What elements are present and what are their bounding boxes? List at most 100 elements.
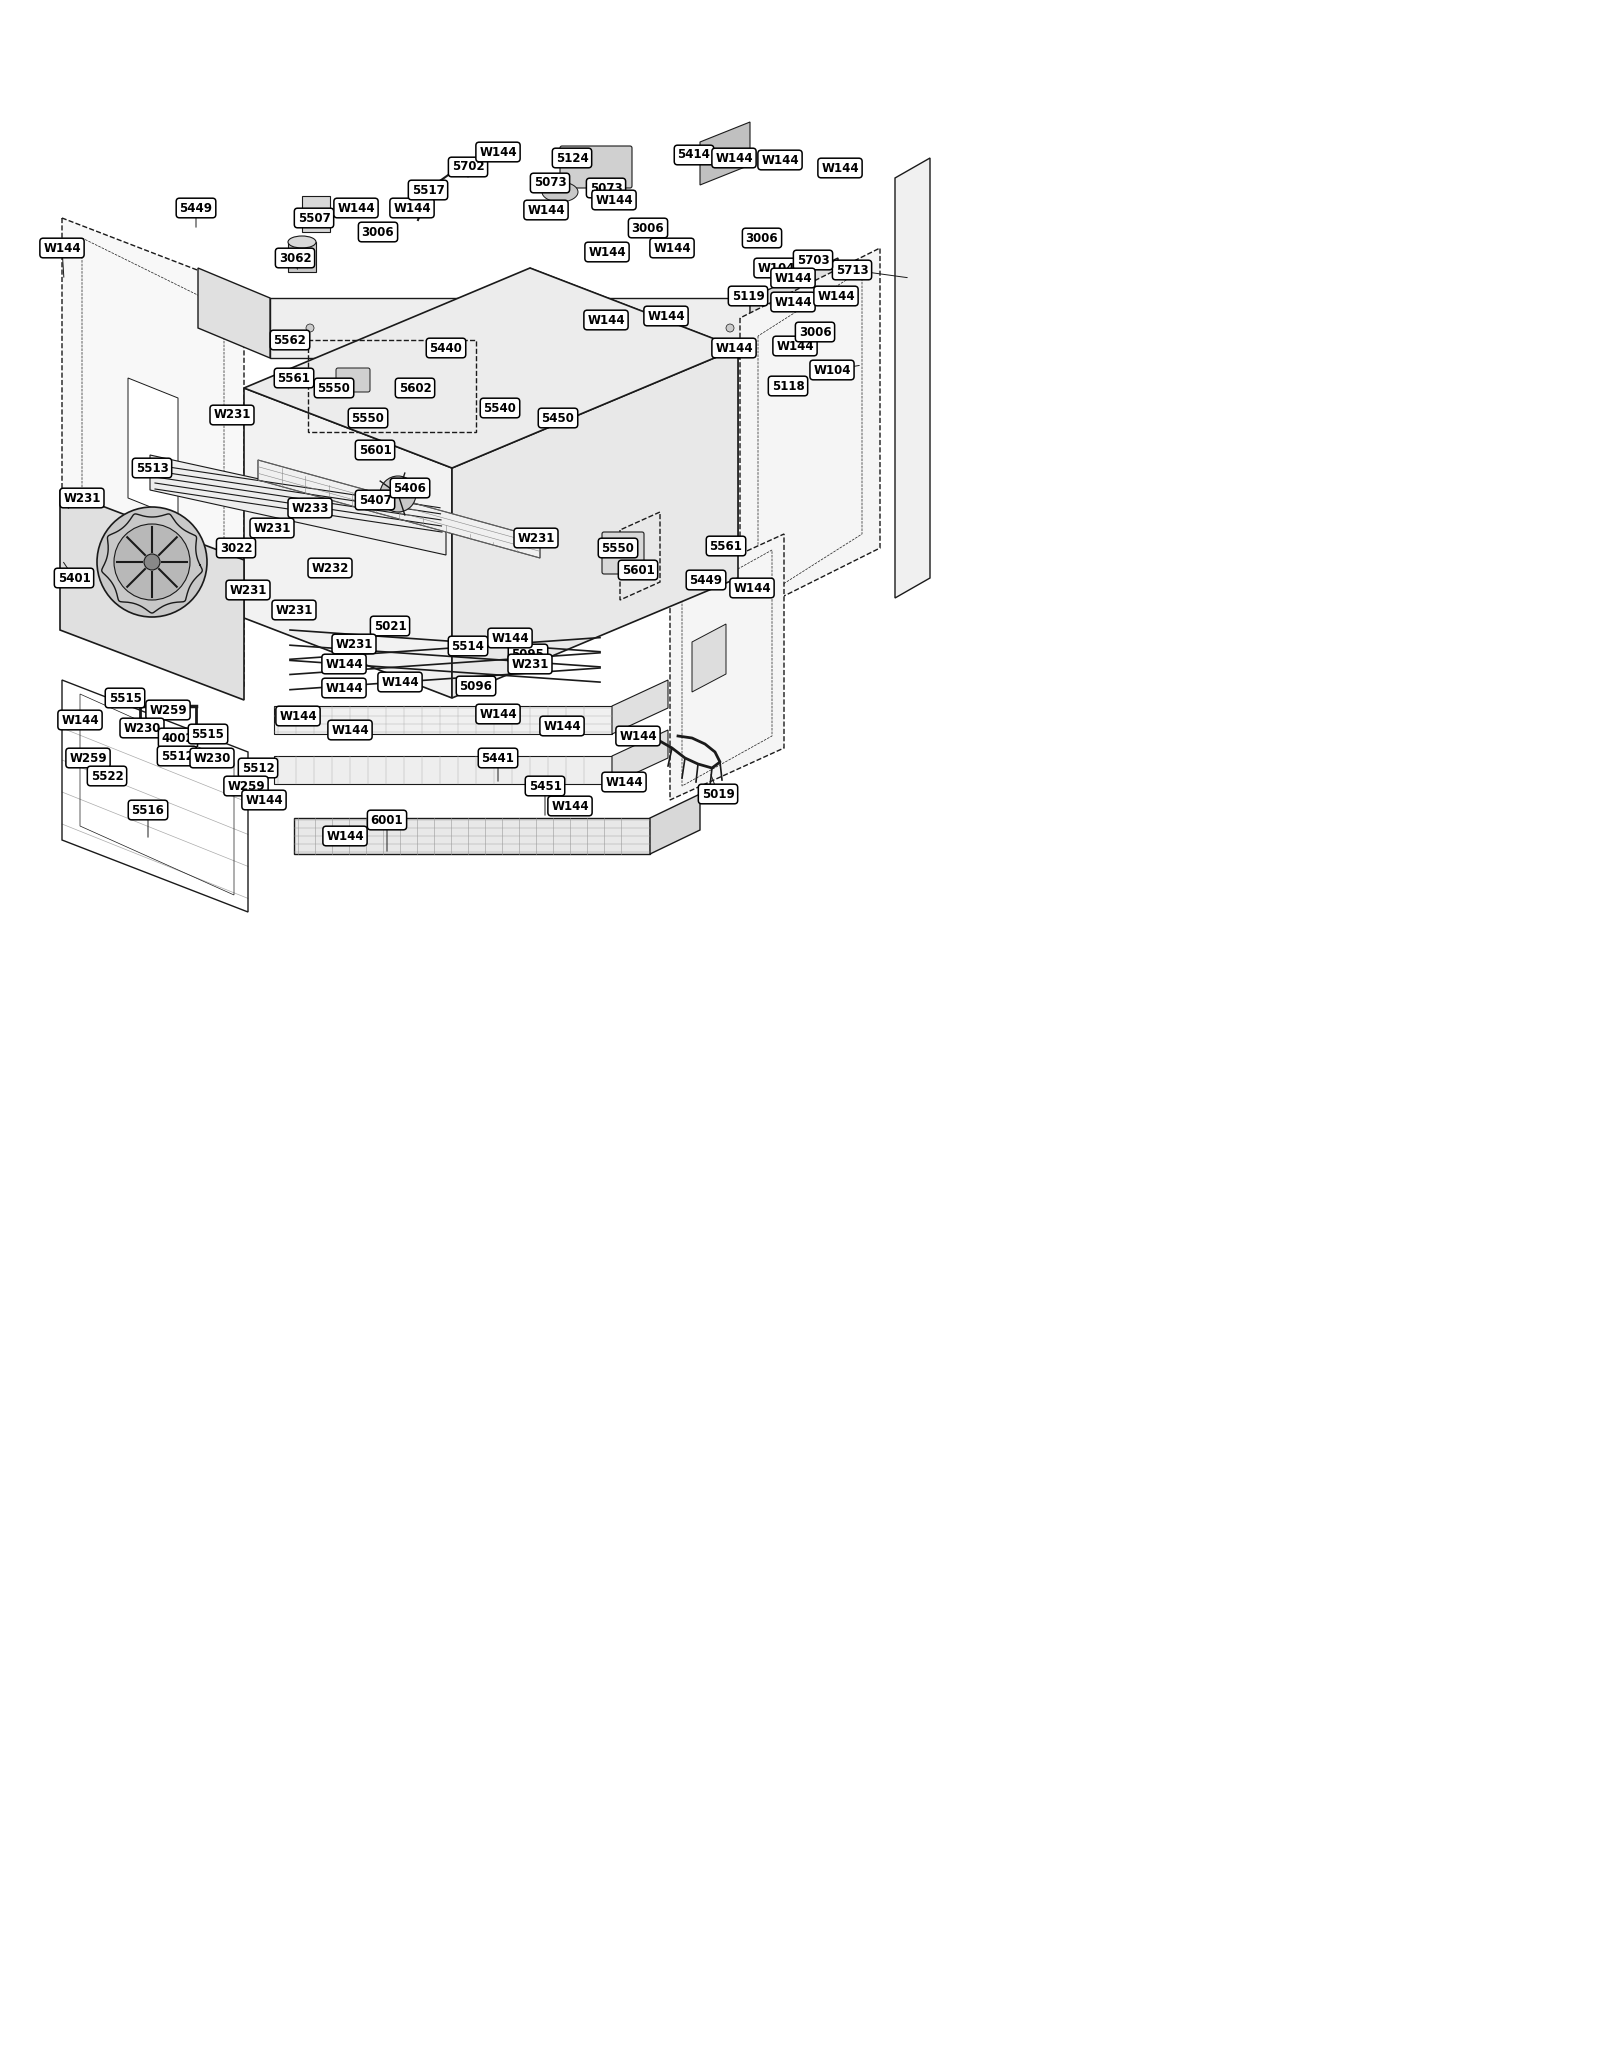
Text: W259: W259 (69, 751, 107, 764)
Text: 5550: 5550 (317, 381, 350, 395)
Text: W144: W144 (325, 658, 363, 671)
Text: W144: W144 (818, 290, 854, 302)
FancyBboxPatch shape (336, 368, 370, 391)
Ellipse shape (542, 182, 578, 203)
Polygon shape (61, 491, 243, 700)
Text: W144: W144 (715, 151, 754, 164)
Polygon shape (691, 623, 726, 691)
Text: 5602: 5602 (398, 381, 432, 395)
Text: 5124: 5124 (555, 151, 589, 164)
Polygon shape (270, 298, 750, 358)
Text: W144: W144 (774, 296, 811, 308)
Text: 3006: 3006 (632, 221, 664, 234)
Polygon shape (611, 731, 669, 785)
Text: 5449: 5449 (690, 573, 723, 586)
Text: 5449: 5449 (179, 201, 213, 215)
Text: 3006: 3006 (798, 325, 832, 339)
Text: W144: W144 (43, 242, 82, 255)
Text: 4002: 4002 (162, 731, 194, 745)
Text: 5507: 5507 (298, 211, 330, 224)
Text: 5702: 5702 (451, 161, 485, 174)
Text: 5550: 5550 (352, 412, 384, 424)
Text: W259: W259 (227, 780, 266, 793)
Polygon shape (453, 348, 738, 698)
Text: 5561: 5561 (277, 371, 310, 385)
Polygon shape (750, 259, 838, 358)
Text: 5073: 5073 (590, 182, 622, 195)
Circle shape (98, 507, 206, 617)
Bar (302, 197, 330, 232)
Text: W144: W144 (619, 729, 658, 743)
Circle shape (576, 325, 584, 331)
Text: 5512: 5512 (242, 762, 274, 774)
Text: W144: W144 (762, 153, 798, 166)
Polygon shape (701, 122, 750, 184)
Polygon shape (611, 681, 669, 735)
Text: W144: W144 (478, 708, 517, 720)
Polygon shape (894, 157, 930, 598)
Text: 5119: 5119 (731, 290, 765, 302)
Text: 5512: 5512 (160, 749, 194, 762)
Text: W231: W231 (512, 658, 549, 671)
Text: W144: W144 (587, 313, 626, 327)
Text: W144: W144 (821, 161, 859, 174)
Text: W231: W231 (213, 408, 251, 422)
Text: W233: W233 (291, 501, 328, 515)
Text: 5021: 5021 (374, 619, 406, 633)
Text: 5407: 5407 (358, 493, 392, 507)
Text: W231: W231 (253, 522, 291, 534)
Polygon shape (150, 455, 446, 555)
Text: W144: W144 (733, 582, 771, 594)
Text: W144: W144 (653, 242, 691, 255)
Text: W144: W144 (589, 246, 626, 259)
Text: 5561: 5561 (709, 540, 742, 553)
Polygon shape (650, 795, 701, 855)
Text: W144: W144 (326, 830, 363, 842)
Text: 6001: 6001 (371, 814, 403, 826)
Polygon shape (294, 818, 650, 855)
Circle shape (381, 476, 416, 511)
Ellipse shape (288, 236, 317, 248)
Text: W144: W144 (245, 793, 283, 807)
Text: 3006: 3006 (746, 232, 778, 244)
Text: W144: W144 (715, 342, 754, 354)
Text: W104: W104 (813, 364, 851, 377)
Text: W144: W144 (774, 271, 811, 284)
Text: 5515: 5515 (192, 727, 224, 741)
Polygon shape (198, 267, 270, 358)
Text: 5401: 5401 (58, 571, 90, 584)
Text: 5450: 5450 (541, 412, 574, 424)
Text: 5451: 5451 (528, 780, 562, 793)
Text: 5515: 5515 (109, 691, 141, 704)
Text: 5073: 5073 (534, 176, 566, 190)
Circle shape (726, 325, 734, 331)
Text: W231: W231 (336, 638, 373, 650)
Circle shape (666, 325, 674, 331)
Circle shape (397, 325, 403, 331)
Text: W230: W230 (194, 751, 230, 764)
Text: W231: W231 (229, 584, 267, 596)
Text: W259: W259 (149, 704, 187, 716)
Polygon shape (243, 387, 453, 698)
Text: W231: W231 (64, 491, 101, 505)
Circle shape (486, 325, 494, 331)
Polygon shape (274, 756, 611, 785)
Text: 5550: 5550 (602, 542, 635, 555)
Text: W144: W144 (550, 799, 589, 814)
Text: W144: W144 (381, 675, 419, 689)
Text: W144: W144 (394, 201, 430, 215)
Text: W144: W144 (646, 310, 685, 323)
Text: W144: W144 (526, 203, 565, 217)
Text: 5514: 5514 (451, 640, 485, 652)
Text: 5601: 5601 (622, 563, 654, 578)
Text: 5406: 5406 (394, 482, 427, 495)
Text: 5118: 5118 (771, 379, 805, 393)
Text: 5703: 5703 (797, 253, 829, 267)
Text: W144: W144 (478, 145, 517, 159)
Text: W144: W144 (595, 193, 634, 207)
Text: W144: W144 (325, 681, 363, 696)
Text: W144: W144 (338, 201, 374, 215)
Text: 5562: 5562 (274, 333, 307, 346)
Polygon shape (62, 217, 243, 687)
Text: W230: W230 (123, 722, 160, 735)
